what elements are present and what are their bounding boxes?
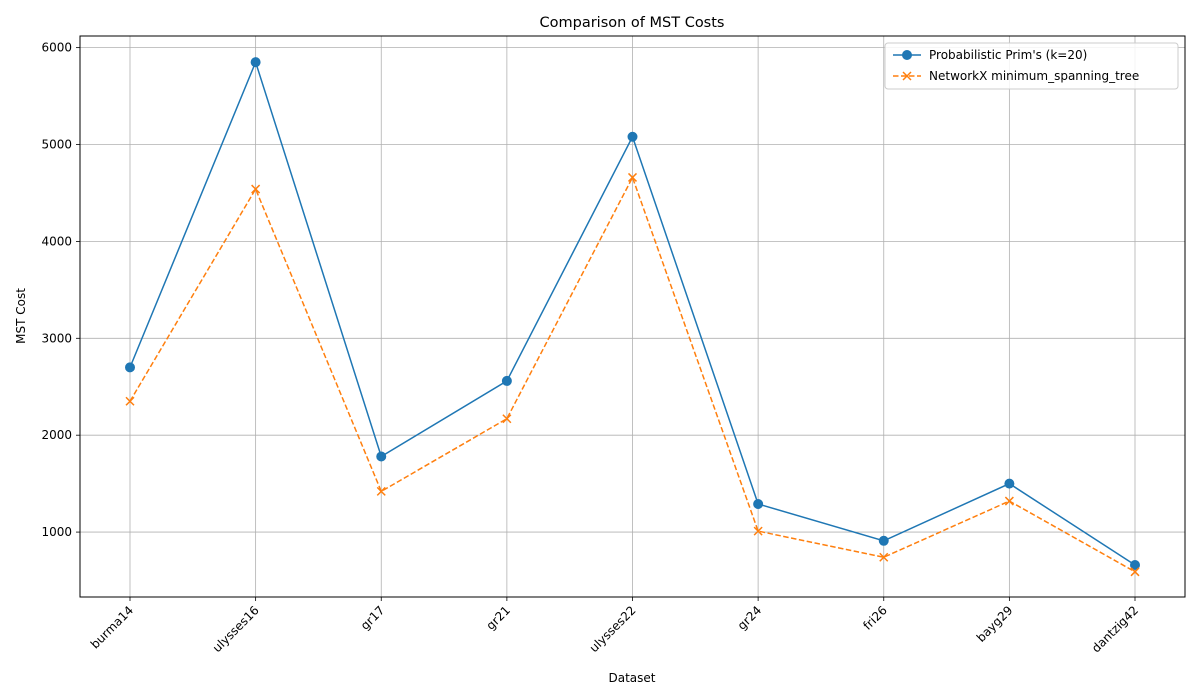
marker-stroke <box>1130 567 1140 577</box>
marker-stroke <box>902 71 912 81</box>
data-point <box>125 396 135 406</box>
data-point <box>376 486 386 496</box>
x-tick-label: ulysses16 <box>210 603 262 655</box>
data-point <box>501 375 512 386</box>
y-tick-label: 1000 <box>41 525 72 539</box>
legend-box <box>884 42 1179 90</box>
x-tick-label: gr21 <box>483 603 513 633</box>
y-axis-label: MST Cost <box>14 288 28 344</box>
ticks-layer: burma14 ulysses16 gr17 gr21 ulysses22 gr24 fri… <box>41 41 1141 656</box>
marker-stroke <box>251 184 261 194</box>
data-point <box>627 131 638 142</box>
legend-label: Probabilistic Prim's (k=20) <box>929 48 1087 62</box>
x-tick-label: burma14 <box>88 603 136 651</box>
x-tick-label: gr17 <box>358 603 388 633</box>
data-point <box>125 362 135 373</box>
marker-stroke <box>627 172 638 182</box>
data-point <box>1130 560 1140 571</box>
data-point <box>879 552 889 562</box>
marker-stroke <box>125 396 135 406</box>
data-point <box>627 172 638 182</box>
x-axis-label: Dataset <box>609 671 656 685</box>
series-layer <box>125 57 1140 577</box>
marker-stroke <box>502 414 512 424</box>
legend: Probabilistic Prim's (k=20) NetworkX mini… <box>884 42 1179 90</box>
data-point <box>376 451 387 462</box>
y-tick-label: 5000 <box>41 138 72 152</box>
grid-layer <box>80 36 1185 597</box>
data-point <box>753 526 763 536</box>
x-tick-label: dantzig42 <box>1089 603 1141 655</box>
series-2 <box>125 172 1140 577</box>
x-tick-label: bayg29 <box>974 603 1016 645</box>
series-line <box>129 175 1136 573</box>
legend-marker <box>902 71 912 81</box>
y-tick-label: 3000 <box>41 331 72 345</box>
data-point <box>753 498 764 509</box>
data-point <box>1130 567 1140 577</box>
series-1 <box>125 57 1140 571</box>
marker-stroke <box>376 486 386 496</box>
data-point <box>1004 478 1015 489</box>
marker-stroke <box>879 552 889 562</box>
data-point <box>251 184 261 194</box>
data-point <box>878 535 889 546</box>
y-tick-label: 4000 <box>41 234 72 248</box>
data-point <box>502 414 512 424</box>
marker-stroke <box>753 526 763 536</box>
legend-marker <box>902 50 912 60</box>
x-tick-label: gr24 <box>735 603 765 633</box>
y-tick-label: 2000 <box>41 428 72 442</box>
chart-title: Comparison of MST Costs <box>540 15 725 31</box>
x-tick-label: fri26 <box>860 603 890 633</box>
marker-stroke <box>1004 496 1014 506</box>
legend-label: NetworkX minimum_spanning_tree <box>929 69 1139 83</box>
data-point <box>1004 496 1014 506</box>
x-tick-label: ulysses22 <box>587 603 639 655</box>
data-point <box>250 57 261 68</box>
y-tick-label: 6000 <box>41 41 72 55</box>
